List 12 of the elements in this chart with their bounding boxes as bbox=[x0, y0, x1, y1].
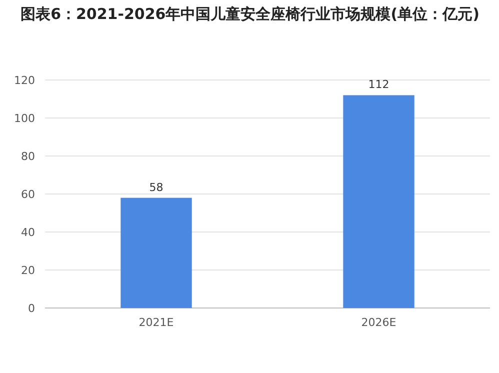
y-tick-label: 40 bbox=[21, 226, 35, 239]
y-tick-label: 60 bbox=[21, 188, 35, 201]
x-tick-label: 2021E bbox=[138, 316, 174, 329]
y-tick-label: 100 bbox=[14, 112, 35, 125]
x-tick-label: 2026E bbox=[361, 316, 396, 329]
y-tick-label: 80 bbox=[21, 150, 35, 163]
data-label: 58 bbox=[149, 180, 164, 194]
title: 图表6：2021-2026年中国儿童安全座椅行业市场规模(单位：亿元) bbox=[20, 4, 480, 24]
y-tick-label: 20 bbox=[21, 264, 35, 277]
data-label: 112 bbox=[368, 78, 390, 92]
y-tick-label: 0 bbox=[28, 302, 35, 315]
y-tick-label: 120 bbox=[14, 74, 35, 87]
